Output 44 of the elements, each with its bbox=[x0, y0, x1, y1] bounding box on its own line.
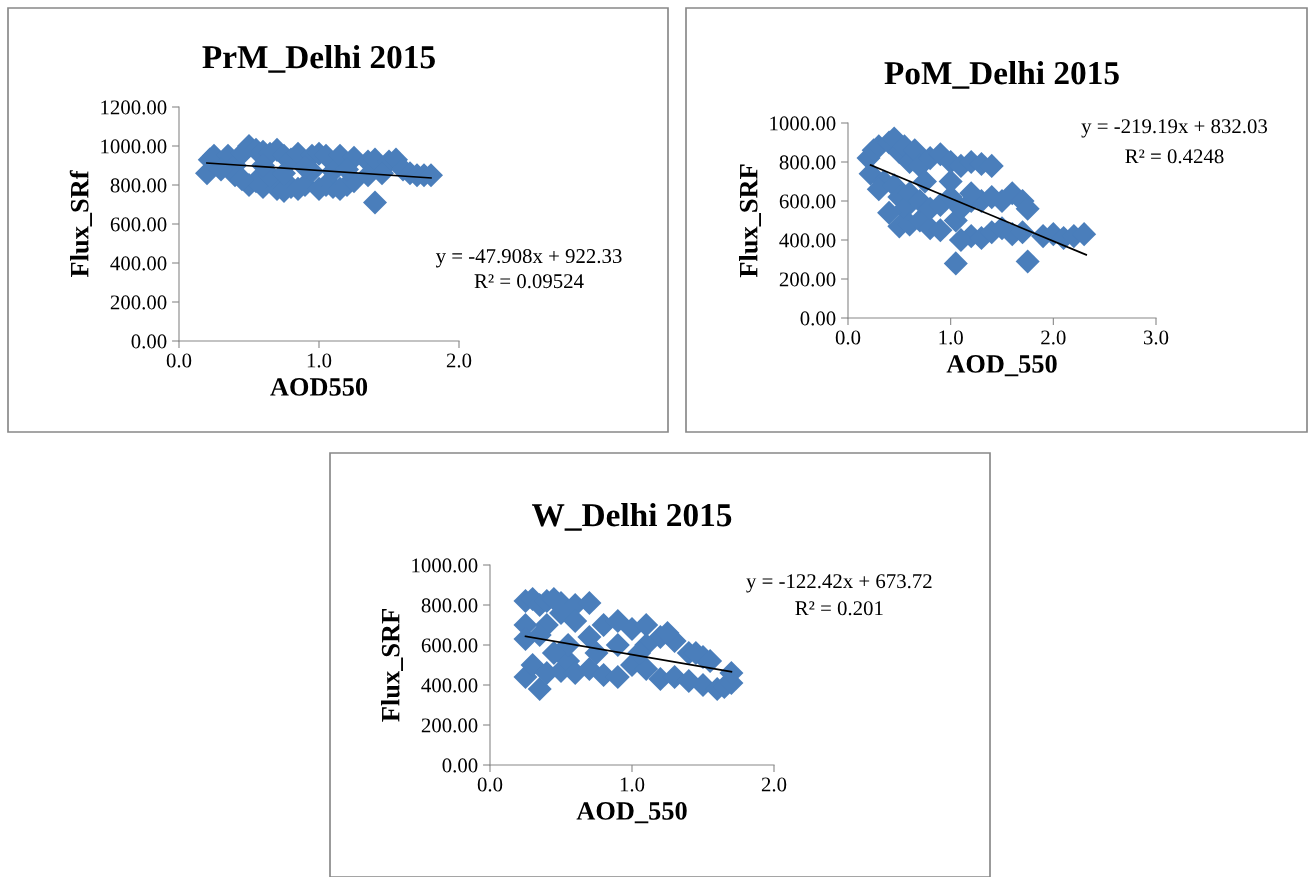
y-axis-title: Flux_SRF bbox=[381, 609, 403, 722]
y-tick-label: 1200.00 bbox=[101, 100, 167, 115]
y-tick-label: 200.00 bbox=[779, 272, 836, 287]
x-tick-label: 1.0 bbox=[939, 330, 963, 345]
y-tick-label: 1000.00 bbox=[412, 558, 478, 573]
chart-title: PoM_Delhi 2015 bbox=[884, 60, 1119, 89]
x-tick-label: 1.0 bbox=[307, 353, 332, 368]
y-tick-label: 1000.00 bbox=[770, 116, 836, 131]
chart-title: PrM_Delhi 2015 bbox=[202, 44, 435, 73]
text: R² = 0.201 bbox=[795, 601, 883, 616]
y-tick-label: 400.00 bbox=[421, 678, 478, 693]
chart-title: W_Delhi 2015 bbox=[532, 502, 732, 531]
x-tick-label: 2.0 bbox=[446, 353, 472, 368]
annotation: y = -47.908x + 922.33 bbox=[435, 249, 622, 268]
x-axis-title: AOD_550 bbox=[946, 355, 1057, 377]
x-tick-label: 0.0 bbox=[166, 353, 192, 368]
y-tick-label: 600.00 bbox=[779, 194, 836, 209]
y-tick-label: 600.00 bbox=[421, 638, 478, 653]
annotation: R² = 0.4248 bbox=[1125, 149, 1224, 164]
y-tick-label: 400.00 bbox=[110, 256, 167, 271]
x-tick-label: 2.0 bbox=[1041, 330, 1066, 345]
y-tick-label: 200.00 bbox=[421, 718, 478, 733]
y-tick-label: 600.00 bbox=[110, 217, 167, 232]
y-tick-label: 800.00 bbox=[779, 155, 836, 170]
y-tick-label: 0.00 bbox=[800, 311, 836, 326]
y-tick-label: 400.00 bbox=[779, 233, 836, 248]
text: R² = 0.09524 bbox=[474, 274, 584, 289]
y-tick-label: 800.00 bbox=[110, 178, 167, 193]
y-tick-label: 1000.00 bbox=[101, 139, 167, 154]
y-axis-title: Flux_SRf bbox=[69, 170, 92, 278]
annotation: y = -122.42x + 673.72 bbox=[746, 574, 932, 593]
annotation: y = -219.19x + 832.03 bbox=[1081, 119, 1268, 138]
y-tick-label: 200.00 bbox=[110, 295, 167, 310]
x-tick-label: 0.0 bbox=[835, 330, 861, 345]
y-tick-label: 0.00 bbox=[131, 334, 167, 349]
x-tick-label: 2.0 bbox=[761, 777, 787, 792]
x-tick-label: 3.0 bbox=[1143, 330, 1169, 345]
x-axis-title: AOD_550 bbox=[576, 802, 687, 824]
y-axis-title: Flux_SRF bbox=[739, 164, 761, 278]
y-tick-label: 800.00 bbox=[421, 598, 478, 613]
y-tick-label: 0.00 bbox=[442, 758, 478, 773]
x-tick-label: 0.0 bbox=[477, 777, 503, 792]
x-tick-label: 1.0 bbox=[620, 777, 645, 792]
x-axis-title: AOD550 bbox=[270, 378, 368, 396]
